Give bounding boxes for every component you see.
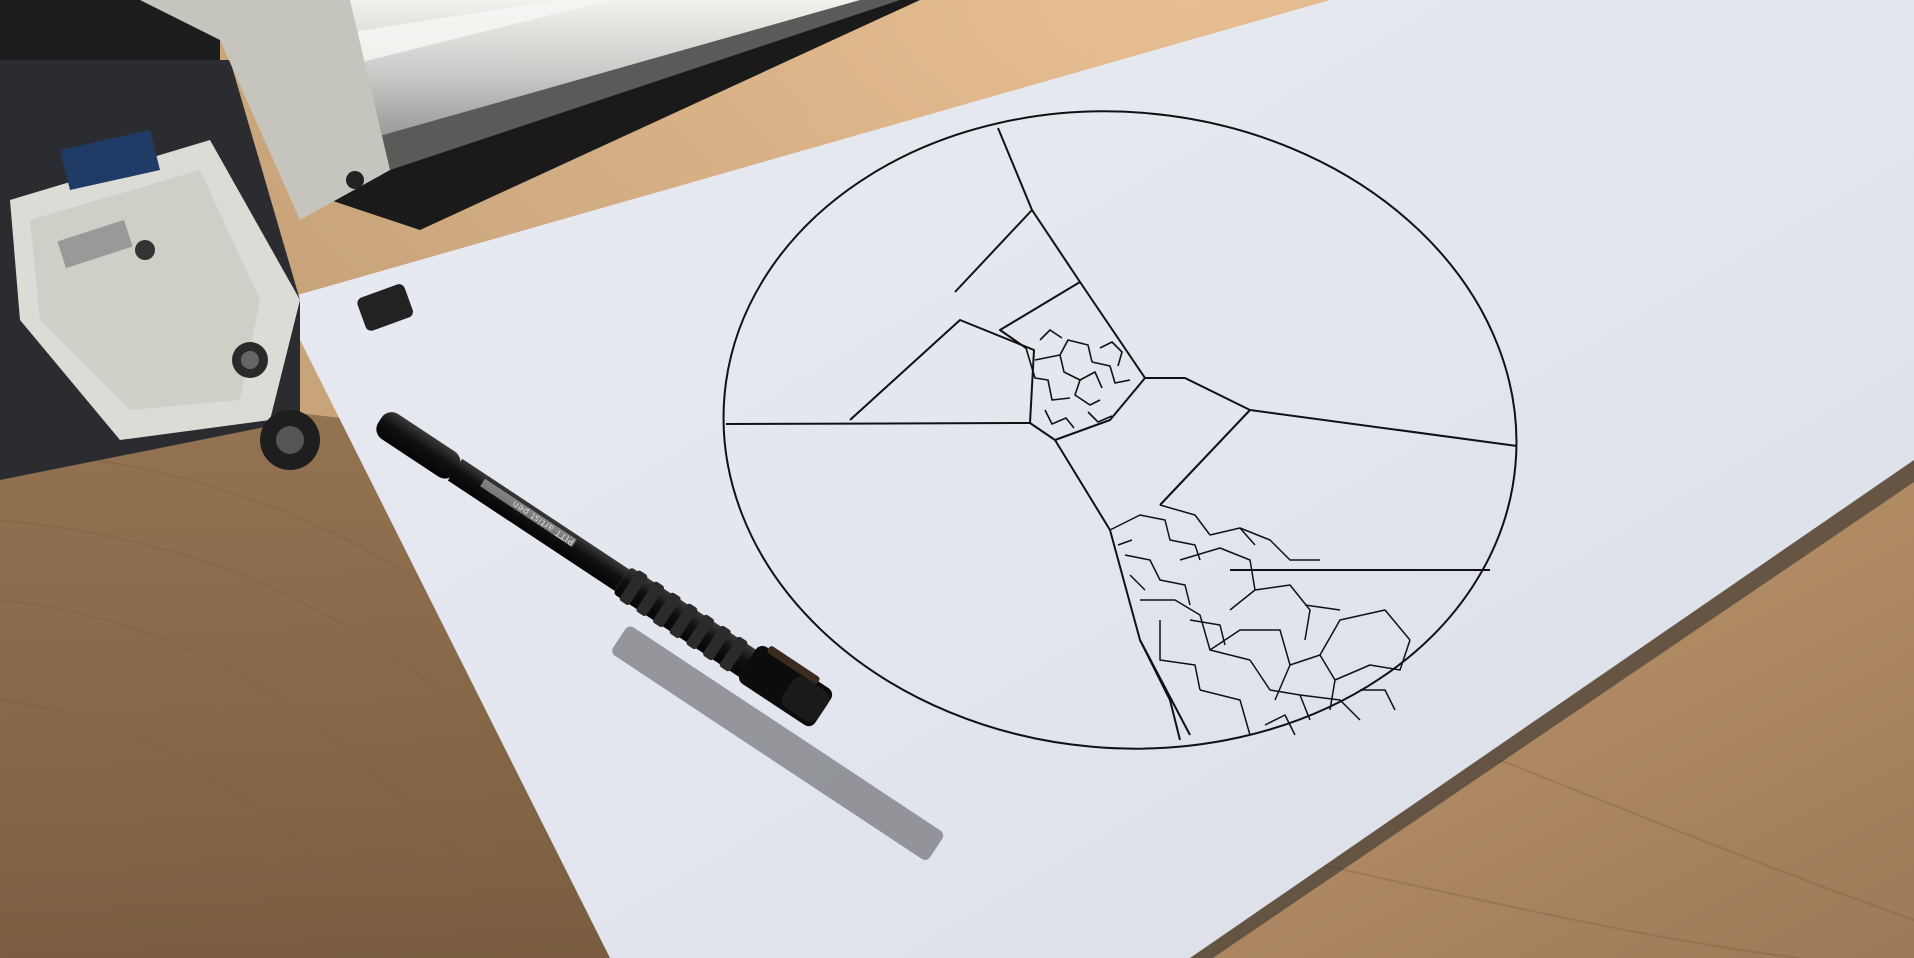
- plotted-drawing: [722, 110, 1518, 750]
- paper-sheet: [280, 0, 1914, 958]
- fine-cracks-upper: [1025, 329, 1131, 429]
- outer-circle: [722, 110, 1518, 750]
- main-cracks: [725, 127, 1518, 741]
- fine-cracks-lower: [1109, 504, 1411, 736]
- pen-plotter: [0, 0, 920, 480]
